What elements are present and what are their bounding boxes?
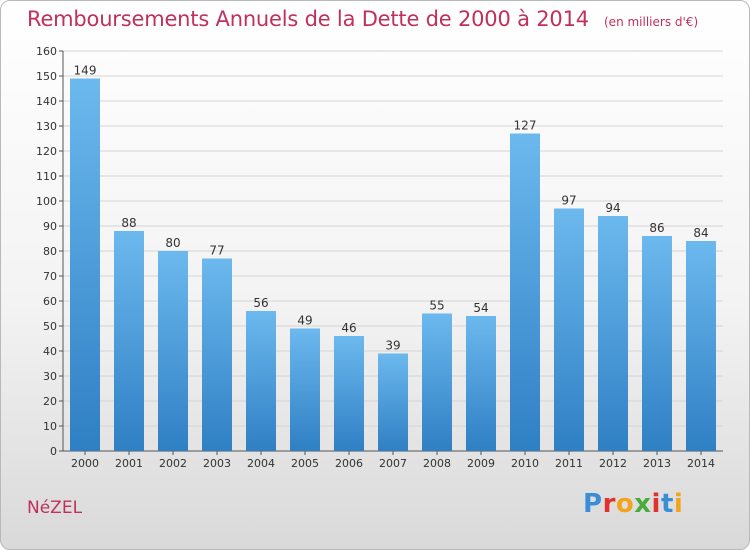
y-tick-label: 110 (36, 170, 57, 183)
bar-2014 (686, 241, 716, 451)
x-tick-label-2006: 2006 (335, 457, 363, 470)
x-tick-label-2004: 2004 (247, 457, 275, 470)
y-tick-label: 50 (43, 320, 57, 333)
bar-2008 (422, 313, 452, 451)
y-tick-label: 60 (43, 295, 57, 308)
value-label-2010: 127 (514, 119, 537, 133)
bar-2012 (598, 216, 628, 451)
y-tick-label: 130 (36, 120, 57, 133)
bar-2003 (202, 258, 232, 451)
y-tick-label: 0 (50, 445, 57, 458)
x-tick-label-2014: 2014 (687, 457, 715, 470)
bar-2004 (246, 311, 276, 451)
bar-2010 (510, 133, 540, 451)
bar-2002 (158, 251, 188, 451)
logo-letter: o (615, 489, 635, 519)
chart-unit: (en milliers d'€) (604, 15, 699, 29)
value-label-2014: 84 (693, 226, 708, 240)
value-label-2001: 88 (121, 216, 136, 230)
x-tick-label-2010: 2010 (511, 457, 539, 470)
logo-letter: i (673, 489, 684, 519)
y-tick-label: 20 (43, 395, 57, 408)
logo-letter: x (634, 489, 652, 519)
x-tick-label-2012: 2012 (599, 457, 627, 470)
x-tick-label-2003: 2003 (203, 457, 231, 470)
x-tick-label-2002: 2002 (159, 457, 187, 470)
x-tick-label-2013: 2013 (643, 457, 671, 470)
value-label-2004: 56 (253, 296, 268, 310)
value-label-2003: 77 (209, 244, 224, 258)
logo-letter: t (660, 489, 674, 519)
bar-2011 (554, 208, 584, 451)
bar-2013 (642, 236, 672, 451)
bar-2005 (290, 328, 320, 451)
y-tick-label: 30 (43, 370, 57, 383)
x-tick-label-2009: 2009 (467, 457, 495, 470)
logo-letter: P (583, 489, 603, 519)
chart-title-block: Remboursements Annuels de la Dette de 20… (27, 7, 698, 31)
x-tick-label-2007: 2007 (379, 457, 407, 470)
y-tick-label: 10 (43, 420, 57, 433)
x-tick-label-2005: 2005 (291, 457, 319, 470)
bar-2000 (70, 78, 100, 451)
value-label-2012: 94 (605, 201, 620, 215)
value-label-2005: 49 (297, 314, 312, 328)
y-tick-label: 120 (36, 145, 57, 158)
x-tick-label-2000: 2000 (71, 457, 99, 470)
bars (70, 78, 716, 451)
y-tick-label: 160 (36, 45, 57, 58)
bar-2001 (114, 231, 144, 451)
value-label-2008: 55 (429, 299, 444, 313)
y-tick-label: 90 (43, 220, 57, 233)
proxiti-logo[interactable]: Proxiti (583, 489, 683, 519)
logo-letter: r (602, 489, 616, 519)
bar-2009 (466, 316, 496, 451)
x-tick-label-2001: 2001 (115, 457, 143, 470)
x-tick-label-2011: 2011 (555, 457, 583, 470)
chart-title: Remboursements Annuels de la Dette de 20… (27, 7, 589, 31)
value-label-2006: 46 (341, 321, 356, 335)
bar-2006 (334, 336, 364, 451)
value-label-2009: 54 (473, 301, 488, 315)
y-tick-label: 70 (43, 270, 57, 283)
commune-name: NéZEL (27, 498, 83, 518)
value-label-2000: 149 (74, 64, 97, 78)
y-tick-label: 80 (43, 245, 57, 258)
value-label-2013: 86 (649, 221, 664, 235)
x-tick-label-2008: 2008 (423, 457, 451, 470)
y-tick-label: 40 (43, 345, 57, 358)
value-label-2002: 80 (165, 236, 180, 250)
y-tick-label: 150 (36, 70, 57, 83)
value-label-2007: 39 (385, 339, 400, 353)
y-tick-label: 100 (36, 195, 57, 208)
bar-2007 (378, 353, 408, 451)
logo-letter: i (651, 489, 661, 519)
value-label-2011: 97 (561, 194, 576, 208)
labels: 0 10 20 30 40 50 60 70 80 90 100 110 120 130 140 150 160… (36, 45, 715, 470)
y-tick-label: 140 (36, 95, 57, 108)
